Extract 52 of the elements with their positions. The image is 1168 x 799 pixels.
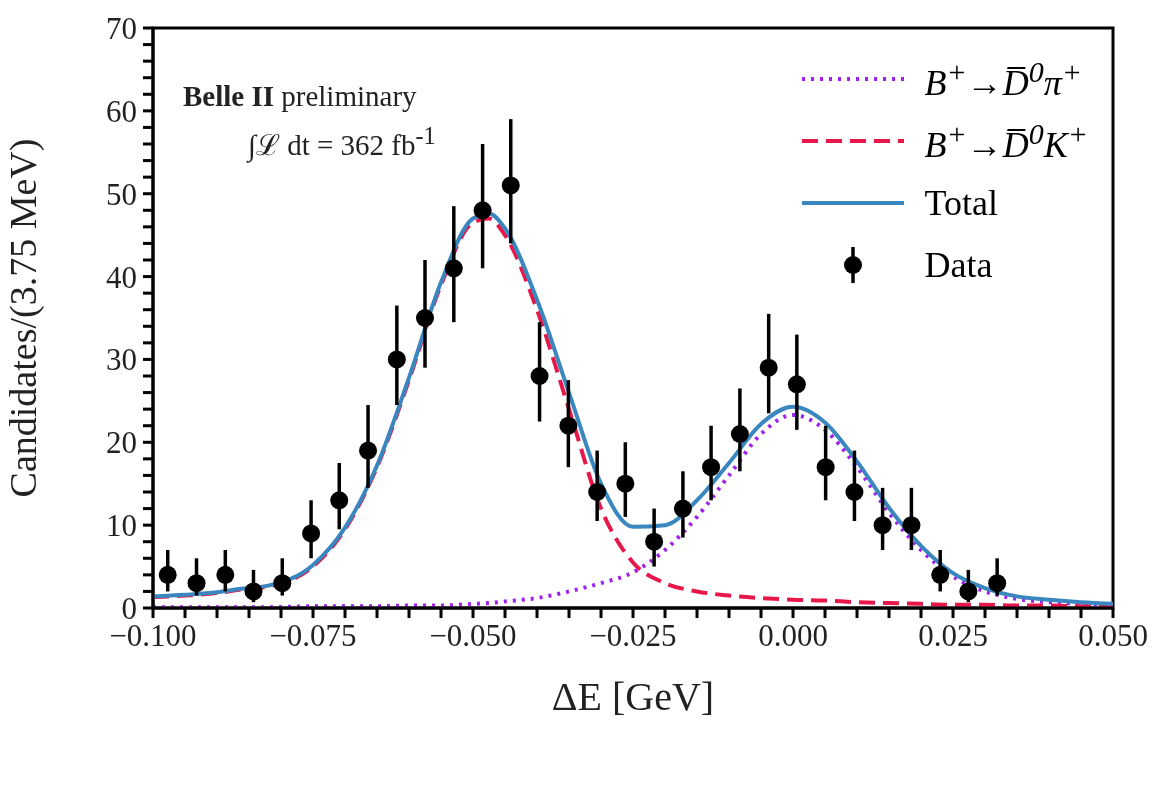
point [359,441,378,460]
annotation: ∫ℒ dt = 362 fb$^{-1}$ [248,122,436,163]
legend-label: Total [924,182,998,224]
point [444,259,463,278]
point [473,201,492,220]
y-tick-label: 10 [106,508,137,544]
x-axis-title: ΔE [GeV] [551,674,715,719]
point [616,474,635,493]
annotation: Belle II preliminary [183,80,417,113]
point [273,574,292,593]
point [645,532,664,551]
point [158,565,177,584]
point [673,499,692,518]
x-tick-label: −0.100 [109,618,197,654]
legend-label: B$^{+}$→D̅$^{0}$π$^{+}$ [924,54,1083,104]
point [387,350,406,369]
point [244,582,263,601]
x-tick-label: −0.025 [589,618,677,654]
y-tick-label: 30 [106,342,137,378]
point [416,309,434,327]
x-tick-label: 0.025 [918,618,988,654]
point [730,425,749,443]
x-tick-label: 0.000 [758,618,828,654]
point [931,565,950,584]
point [559,416,578,435]
y-tick-label: 20 [106,425,137,461]
point [530,367,549,385]
y-tick-label: 40 [106,259,137,295]
x-tick-label: −0.050 [429,618,517,654]
point [330,491,349,510]
y-tick-label: 60 [106,93,137,129]
point [845,483,864,501]
x-tick-label: −0.075 [269,618,357,654]
point [187,574,206,593]
point [302,524,321,543]
legend-label: B$^{+}$→D̅$^{0}$K$^{+}$ [924,116,1088,166]
point [787,375,806,394]
y-tick-label: 50 [106,176,137,212]
y-axis-title: Candidates/(3.75 MeV) [2,138,46,498]
point [759,358,778,377]
legend-label: Data [924,244,993,286]
point [588,483,607,501]
x-tick-label: 0.050 [1078,618,1148,654]
point [216,565,235,584]
point [988,574,1007,593]
point [959,582,978,601]
y-tick-label: 70 [106,11,137,47]
point [501,176,520,195]
point [702,458,721,477]
point [902,516,921,535]
point [816,458,835,477]
point [873,516,892,535]
